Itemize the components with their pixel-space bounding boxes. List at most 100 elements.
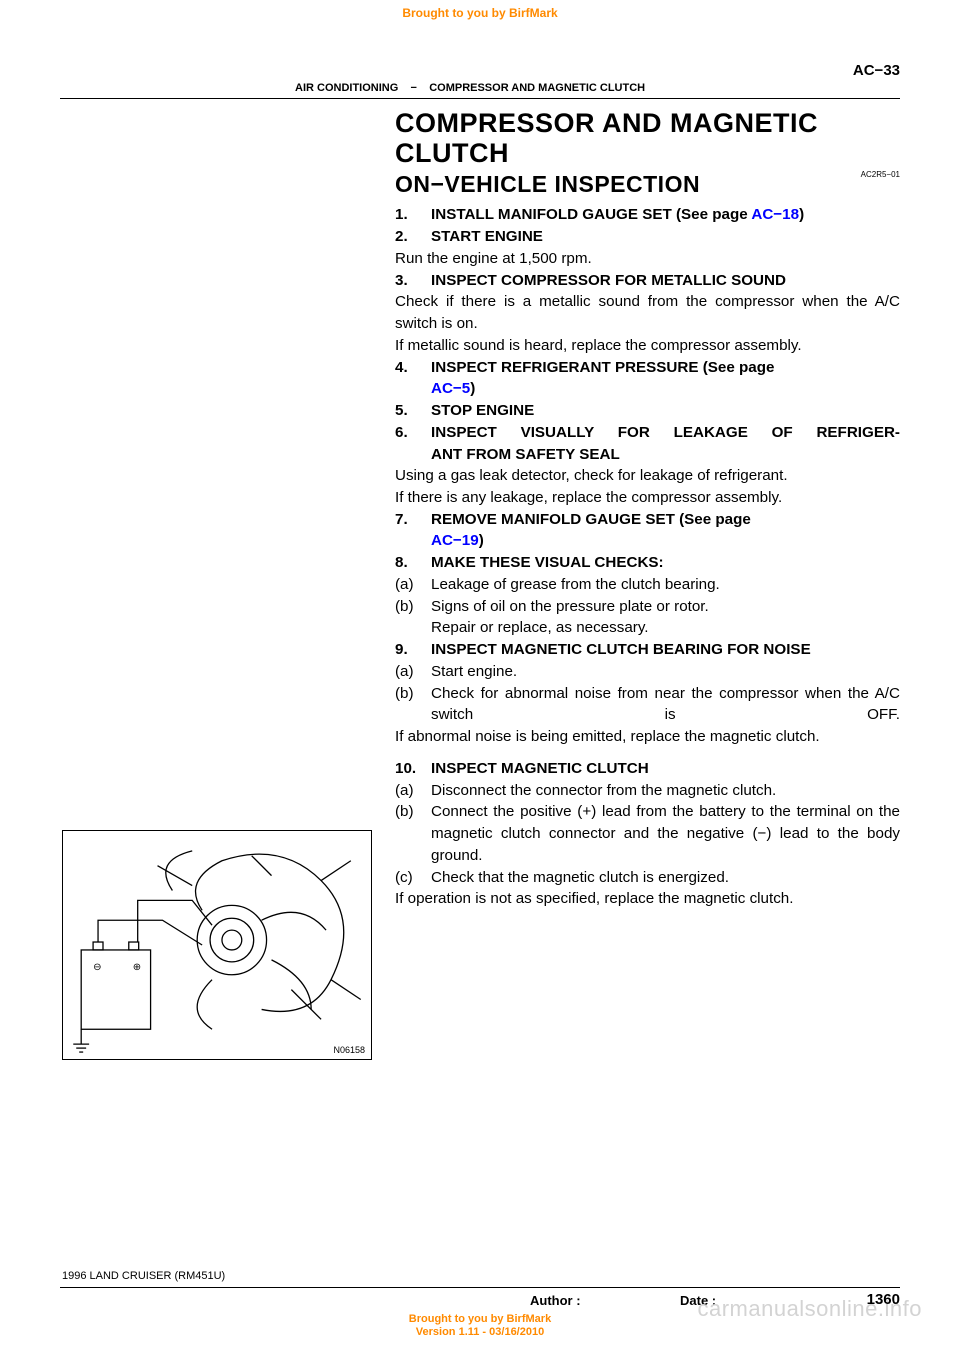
- step-text: START ENGINE: [431, 226, 900, 248]
- page-title-2: CLUTCH: [395, 138, 900, 168]
- step-10-body: If operation is not as specified, replac…: [395, 888, 900, 910]
- footer-rule: [60, 1287, 900, 1288]
- step-text: Start engine.: [431, 661, 900, 683]
- svg-text:⊕: ⊕: [133, 962, 141, 973]
- model-line: 1996 LAND CRUISER (RM451U): [62, 1270, 225, 1282]
- step-text: INSPECT MAGNETIC CLUTCH: [431, 758, 900, 780]
- step-num: 6.: [395, 422, 431, 444]
- step-letter: (a): [395, 661, 431, 683]
- step-num-blank: [395, 530, 431, 552]
- step-num: 4.: [395, 357, 431, 379]
- step-text: INSPECT REFRIGERANT PRESSURE (See page: [431, 357, 900, 379]
- step-text: ANT FROM SAFETY SEAL: [431, 444, 900, 466]
- step-num: 5.: [395, 400, 431, 422]
- step-9a: (a) Start engine.: [395, 661, 900, 683]
- step-num: 8.: [395, 552, 431, 574]
- step-text: Check for abnormal noise from near the c…: [431, 683, 900, 726]
- step-text: REMOVE MANIFOLD GAUGE SET (See page: [431, 509, 900, 531]
- step-letter: (b): [395, 596, 431, 618]
- step-num: 7.: [395, 509, 431, 531]
- step-8a: (a) Leakage of grease from the clutch be…: [395, 574, 900, 596]
- step-8: 8. MAKE THESE VISUAL CHECKS:: [395, 552, 900, 574]
- link-ac18[interactable]: AC−18: [751, 206, 799, 223]
- step-10: 10. INSPECT MAGNETIC CLUTCH: [395, 758, 900, 780]
- step-9-body: If abnormal noise is being emitted, repl…: [395, 726, 900, 748]
- link-ac5[interactable]: AC−5: [431, 380, 470, 397]
- step-6-body-b: If there is any leakage, replace the com…: [395, 487, 900, 509]
- figure-n06158: ⊖ ⊕ N06158: [62, 830, 372, 1060]
- step-4-link: AC−5): [395, 378, 900, 400]
- svg-text:⊖: ⊖: [93, 962, 101, 973]
- step-text: INSPECT VISUALLY FOR LEAKAGE OF REFRIGER…: [431, 422, 900, 444]
- steps-block: 1. INSTALL MANIFOLD GAUGE SET (See page …: [395, 204, 900, 910]
- step-text: MAKE THESE VISUAL CHECKS:: [431, 552, 900, 574]
- step-num-blank: [395, 378, 431, 400]
- step-text: Signs of oil on the pressure plate or ro…: [431, 596, 900, 618]
- step-3-body-a: Check if there is a metallic sound from …: [395, 291, 900, 334]
- step-9b: (b) Check for abnormal noise from near t…: [395, 683, 900, 726]
- step-10a: (a) Disconnect the connector from the ma…: [395, 780, 900, 802]
- header-sep: −: [411, 82, 417, 94]
- step-letter: (b): [395, 801, 431, 866]
- step-4: 4. INSPECT REFRIGERANT PRESSURE (See pag…: [395, 357, 900, 379]
- step-2-body: Run the engine at 1,500 rpm.: [395, 248, 900, 270]
- step-9: 9. INSPECT MAGNETIC CLUTCH BEARING FOR N…: [395, 639, 900, 661]
- spacer: [395, 748, 900, 758]
- step-10c: (c) Check that the magnetic clutch is en…: [395, 867, 900, 889]
- step-text: Disconnect the connector from the magnet…: [431, 780, 900, 802]
- step-text: INSTALL MANIFOLD GAUGE SET (See page AC−…: [431, 204, 900, 226]
- step-text: Repair or replace, as necessary.: [431, 617, 900, 639]
- step-letter: (b): [395, 683, 431, 726]
- step-letter: (a): [395, 780, 431, 802]
- step-num: 10.: [395, 758, 431, 780]
- page-subtitle: ON−VEHICLE INSPECTION: [395, 171, 900, 198]
- step-6b: ANT FROM SAFETY SEAL: [395, 444, 900, 466]
- step-8b2: Repair or replace, as necessary.: [395, 617, 900, 639]
- step-6-body-a: Using a gas leak detector, check for lea…: [395, 465, 900, 487]
- step-num-blank: [395, 444, 431, 466]
- link-ac19[interactable]: AC−19: [431, 532, 479, 549]
- step-1-after: ): [799, 206, 804, 223]
- step-letter-blank: [395, 617, 431, 639]
- step-3: 3. INSPECT COMPRESSOR FOR METALLIC SOUND: [395, 270, 900, 292]
- footer-author: Author :: [530, 1293, 581, 1308]
- header-section: AIR CONDITIONING: [295, 82, 398, 94]
- main-column: COMPRESSOR AND MAGNETIC CLUTCH ON−VEHICL…: [395, 108, 900, 910]
- step-letter: (a): [395, 574, 431, 596]
- step-7-after: ): [479, 532, 484, 549]
- step-6: 6. INSPECT VISUALLY FOR LEAKAGE OF REFRI…: [395, 422, 900, 444]
- step-text: INSPECT MAGNETIC CLUTCH BEARING FOR NOIS…: [431, 639, 900, 661]
- step-text: AC−5): [431, 378, 900, 400]
- page-number-top: AC−33: [853, 62, 900, 79]
- step-10b: (b) Connect the positive (+) lead from t…: [395, 801, 900, 866]
- top-banner: Brought to you by BirfMark: [0, 0, 960, 20]
- step-5: 5. STOP ENGINE: [395, 400, 900, 422]
- step-num: 2.: [395, 226, 431, 248]
- step-1-text: INSTALL MANIFOLD GAUGE SET (See page: [431, 206, 751, 223]
- step-num: 1.: [395, 204, 431, 226]
- step-text: STOP ENGINE: [431, 400, 900, 422]
- figure-label: N06158: [333, 1045, 365, 1055]
- step-4-after: ): [470, 380, 475, 397]
- step-text: INSPECT COMPRESSOR FOR METALLIC SOUND: [431, 270, 900, 292]
- watermark: carmanualsonline.info: [697, 1296, 922, 1322]
- bottom-banner-2: Version 1.11 - 03/16/2010: [0, 1326, 960, 1340]
- step-8b: (b) Signs of oil on the pressure plate o…: [395, 596, 900, 618]
- step-letter: (c): [395, 867, 431, 889]
- step-7: 7. REMOVE MANIFOLD GAUGE SET (See page: [395, 509, 900, 531]
- step-3-body-b: If metallic sound is heard, replace the …: [395, 335, 900, 357]
- page-title-1: COMPRESSOR AND MAGNETIC: [395, 108, 900, 138]
- step-text: Connect the positive (+) lead from the b…: [431, 801, 900, 866]
- step-text: AC−19): [431, 530, 900, 552]
- step-num: 3.: [395, 270, 431, 292]
- step-7-link: AC−19): [395, 530, 900, 552]
- compressor-diagram-icon: ⊖ ⊕: [63, 831, 371, 1059]
- header-topic: COMPRESSOR AND MAGNETIC CLUTCH: [429, 82, 645, 94]
- step-num: 9.: [395, 639, 431, 661]
- section-header: AIR CONDITIONING − COMPRESSOR AND MAGNET…: [295, 82, 900, 94]
- step-text: Check that the magnetic clutch is energi…: [431, 867, 900, 889]
- step-2: 2. START ENGINE: [395, 226, 900, 248]
- step-text: Leakage of grease from the clutch bearin…: [431, 574, 900, 596]
- header-rule: [60, 98, 900, 99]
- step-1: 1. INSTALL MANIFOLD GAUGE SET (See page …: [395, 204, 900, 226]
